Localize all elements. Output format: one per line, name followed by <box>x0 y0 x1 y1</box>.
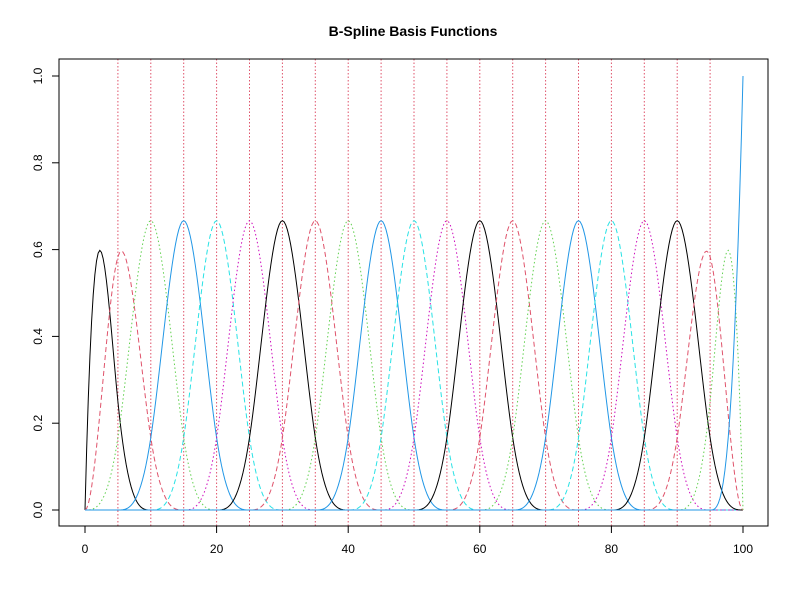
x-tick-label: 40 <box>342 542 356 556</box>
basis-function-16 <box>85 220 743 511</box>
basis-function-9 <box>85 220 743 511</box>
basis-function-2 <box>84 250 743 511</box>
y-tick-label: 0.6 <box>31 241 45 258</box>
basis-function-3 <box>84 220 743 511</box>
basis-function-18 <box>85 220 743 511</box>
y-tick-label: 1.0 <box>31 67 45 84</box>
basis-function-17 <box>85 220 743 511</box>
x-tick-label: 60 <box>473 542 487 556</box>
basis-function-15 <box>85 220 743 511</box>
series-lines <box>84 75 744 511</box>
basis-function-7 <box>85 220 743 511</box>
basis-function-1 <box>84 249 743 511</box>
basis-function-21 <box>85 249 744 511</box>
basis-function-14 <box>85 220 743 511</box>
knot-lines <box>117 59 711 526</box>
basis-function-8 <box>85 220 743 511</box>
basis-function-10 <box>85 220 743 511</box>
basis-function-20 <box>85 250 744 511</box>
basis-function-4 <box>85 220 743 511</box>
y-axis: 0.0 0.2 0.4 0.6 0.8 1.0 <box>31 67 60 518</box>
basis-function-19 <box>85 220 744 511</box>
basis-function-12 <box>85 220 743 511</box>
x-tick-label: 80 <box>605 542 619 556</box>
basis-function-11 <box>85 220 743 511</box>
basis-function-6 <box>85 220 743 511</box>
basis-function-13 <box>85 220 743 511</box>
y-tick-label: 0.2 <box>31 415 45 432</box>
x-tick-label: 20 <box>210 542 224 556</box>
basis-function-5 <box>85 220 743 511</box>
y-tick-label: 0.0 <box>31 501 45 518</box>
chart-title: B-Spline Basis Functions <box>329 23 498 39</box>
y-tick-label: 0.4 <box>31 328 45 345</box>
x-axis: 0 20 40 60 80 100 <box>82 525 753 556</box>
y-tick-label: 0.8 <box>31 154 45 171</box>
x-tick-label: 100 <box>733 542 753 556</box>
basis-function-22 <box>85 75 744 511</box>
x-tick-label: 0 <box>82 542 89 556</box>
